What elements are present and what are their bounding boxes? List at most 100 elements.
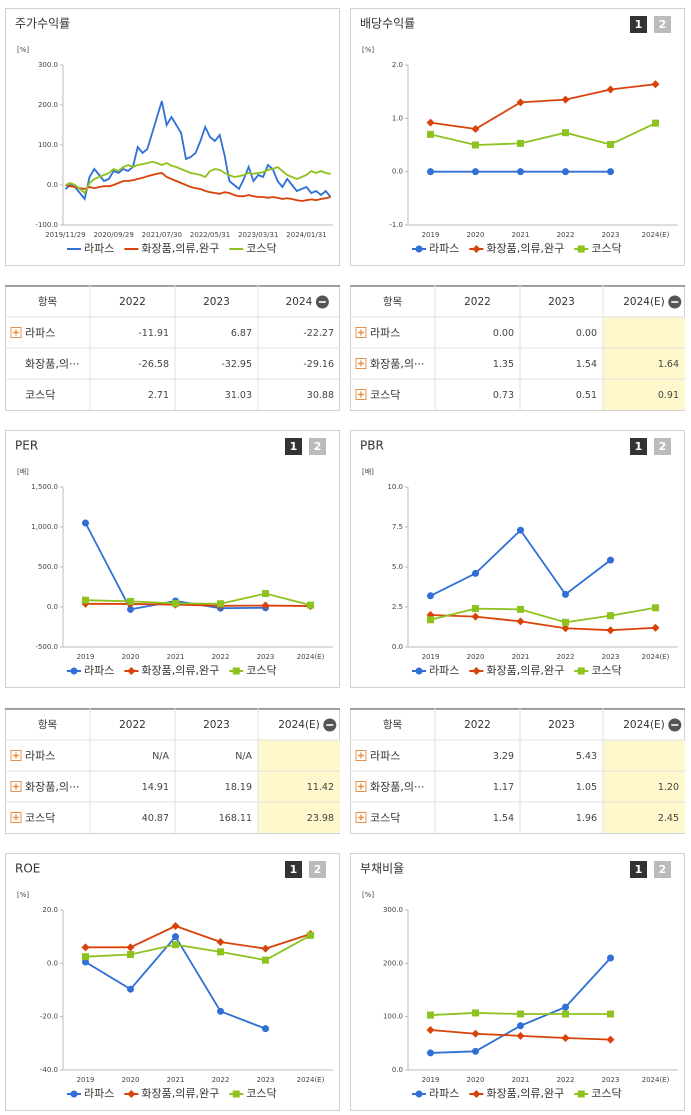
x-tick-label: 2020: [467, 653, 485, 661]
x-tick-label: 2023: [257, 1076, 275, 1084]
x-tick-label: 2020: [467, 1076, 485, 1084]
x-tick-label: 2024/01/31: [286, 231, 326, 239]
marker: [561, 624, 570, 633]
column-header: 항목: [38, 296, 58, 308]
x-tick-label: 2021/07/30: [142, 231, 182, 239]
cell: 23.98: [307, 813, 334, 824]
page-button[interactable]: [285, 861, 302, 878]
x-tick-label: 2024(E): [642, 1076, 670, 1084]
marker: [127, 605, 134, 613]
y-tick-label: 0.0: [47, 603, 58, 611]
page-button[interactable]: [654, 438, 671, 455]
cell: 0.91: [658, 390, 679, 401]
y-tick-label: 100.0: [383, 1013, 403, 1021]
page-button[interactable]: [285, 438, 302, 455]
marker: [426, 118, 435, 127]
page-button[interactable]: [654, 861, 671, 878]
column-header: 2022: [464, 719, 491, 731]
x-tick-label: 2021: [512, 1076, 530, 1084]
marker: [82, 519, 89, 527]
panel: [5, 430, 340, 688]
marker: [606, 1035, 615, 1044]
marker: [472, 141, 479, 149]
page-button[interactable]: [630, 861, 647, 878]
y-tick-label: 0.0: [392, 1066, 403, 1074]
y-tick-label: 7.5: [392, 523, 403, 531]
column-header: 2022: [119, 296, 146, 308]
marker: [607, 168, 614, 176]
marker: [262, 956, 269, 964]
marker: [607, 954, 614, 962]
marker: [415, 1090, 423, 1098]
row-label: 라파스: [25, 750, 55, 763]
marker: [127, 1090, 136, 1098]
legend-label: 화장품,의류,완구: [141, 242, 219, 255]
marker: [607, 140, 614, 148]
cell: 1.54: [493, 813, 514, 824]
row-label: 라파스: [370, 750, 400, 763]
marker: [517, 168, 524, 176]
cell: 30.88: [307, 390, 334, 401]
chart-title: 주가수익률: [15, 17, 70, 31]
x-tick-label: 2022: [212, 653, 230, 661]
marker: [472, 168, 479, 176]
x-tick-label: 2020/09/29: [93, 231, 133, 239]
marker: [307, 931, 314, 939]
highlight-column: [603, 740, 685, 833]
page-button-label: 2: [659, 440, 667, 453]
y-tick-label: 0.0: [392, 643, 403, 651]
row-label: 코스닥: [370, 812, 400, 825]
page-button[interactable]: [630, 16, 647, 33]
panel: [5, 853, 340, 1111]
cell: 3.29: [493, 751, 514, 762]
y-tick-label: 20.0: [42, 906, 58, 914]
y-tick-label: 200.0: [38, 101, 58, 109]
marker: [471, 1029, 480, 1038]
marker: [562, 618, 569, 626]
legend-label: 코스닥: [591, 664, 621, 677]
x-tick-label: 2022: [212, 1076, 230, 1084]
marker: [427, 1011, 434, 1019]
page-button[interactable]: [630, 438, 647, 455]
cell: -11.91: [138, 328, 169, 339]
page-button-label: 2: [659, 18, 667, 31]
column-header: 2022: [464, 296, 491, 308]
marker: [217, 1007, 224, 1015]
marker: [232, 667, 240, 675]
y-tick-label: 5.0: [392, 563, 403, 571]
cell: N/A: [152, 751, 169, 762]
unit-label: [배]: [17, 467, 29, 476]
column-header: 2023: [203, 296, 230, 308]
page-button[interactable]: [309, 861, 326, 878]
cell: 5.43: [576, 751, 597, 762]
cell: -26.58: [138, 359, 169, 370]
series-line: [85, 925, 311, 950]
marker: [307, 601, 314, 609]
page-button[interactable]: [654, 16, 671, 33]
expand-icon: [358, 814, 364, 821]
unit-label: [%]: [17, 46, 29, 54]
legend-label: 코스닥: [591, 1087, 621, 1100]
marker: [562, 590, 569, 598]
x-tick-label: 2022: [557, 653, 575, 661]
page-button-label: 2: [314, 440, 322, 453]
marker: [127, 951, 134, 959]
marker: [232, 1090, 240, 1098]
marker: [70, 667, 78, 675]
legend-label: 라파스: [429, 1087, 459, 1100]
marker: [561, 1034, 570, 1042]
page-button[interactable]: [309, 438, 326, 455]
marker: [217, 600, 224, 608]
expand-icon: [13, 783, 19, 790]
marker: [172, 933, 179, 941]
marker: [126, 943, 135, 952]
series-line: [430, 122, 656, 146]
marker: [652, 604, 659, 612]
chart-title: PER: [15, 439, 38, 453]
column-header: 2023: [203, 719, 230, 731]
marker: [427, 616, 434, 624]
x-tick-label: 2021: [167, 653, 185, 661]
x-tick-label: 2021: [512, 231, 530, 239]
marker: [651, 623, 660, 632]
cell: 2.45: [658, 813, 679, 824]
